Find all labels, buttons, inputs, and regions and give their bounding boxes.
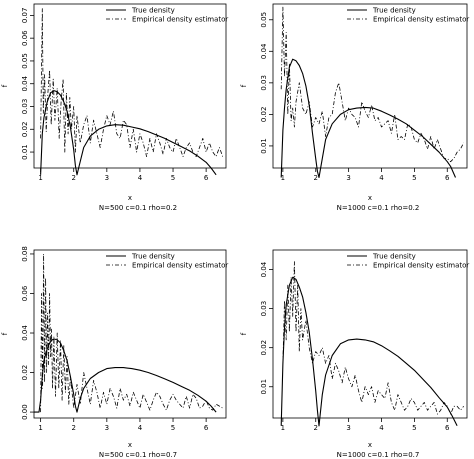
y-tick-label: 0.02	[260, 107, 268, 123]
x-tick-label: 5	[171, 174, 175, 182]
empirical-density-line	[282, 261, 465, 415]
chart-panel-2: 1 2 3 4 5 6 0.01 0.02 0.03 0.04 0.05 x f N=1000 c=0.1…	[240, 3, 469, 212]
x-tick-label: 4	[138, 424, 143, 432]
chart-panel-3: 1 2 3 4 5 6 0.00 0.02 0.04 0.06 0.08 x f N=500 c=0.1 …	[1, 246, 228, 459]
y-tick-label: 0.04	[21, 75, 29, 91]
legend-label: True density	[372, 7, 416, 15]
x-tick-label: 3	[346, 424, 350, 432]
y-tick-label: 0.04	[260, 43, 268, 59]
panel-caption: N=1000 c=0.1 rho=0.7	[337, 451, 420, 459]
y-tick-label: 0.02	[260, 340, 268, 356]
true-density-line	[40, 90, 217, 176]
panel-caption: N=500 c=0.1 rho=0.2	[99, 204, 177, 212]
y-tick-label: 0.06	[21, 30, 29, 46]
x-axis-label: x	[368, 194, 372, 202]
x-tick-label: 1	[281, 174, 285, 182]
x-tick-label: 6	[204, 424, 209, 432]
x-tick-label: 6	[204, 174, 209, 182]
plot-frame	[272, 249, 468, 419]
y-tick-label: 0.03	[260, 301, 268, 317]
legend-label: True density	[131, 253, 175, 261]
panel-caption: N=1000 c=0.1 rho=0.2	[337, 204, 420, 212]
x-tick-label: 2	[314, 174, 318, 182]
y-tick-label: 0.06	[21, 285, 29, 301]
y-axis-label: f	[1, 332, 9, 335]
x-tick-label: 5	[412, 424, 416, 432]
plot-frame	[272, 3, 468, 169]
chart-panel-1: 1 2 3 4 5 6 0.01 0.02 0.03 0.04 0.05 0.06 0.07 x f N=50…	[1, 3, 228, 212]
y-tick-label: 0.01	[21, 144, 29, 160]
y-tick-label: 0.01	[260, 379, 268, 395]
legend-label: Empirical density estimator	[132, 16, 228, 24]
x-tick-label: 5	[171, 424, 175, 432]
legend-label: Empirical density estimator	[132, 262, 228, 270]
x-tick-label: 2	[71, 174, 75, 182]
y-tick-label: 0.02	[21, 365, 29, 381]
y-axis-label: f	[1, 84, 9, 87]
y-axis-label: f	[240, 332, 248, 335]
empirical-density-line	[280, 6, 465, 163]
y-axis-label: f	[240, 84, 248, 87]
x-axis-label: x	[128, 194, 132, 202]
legend-label: True density	[372, 253, 416, 261]
x-tick-label: 4	[138, 174, 143, 182]
x-axis-label: x	[368, 441, 372, 449]
x-axis-label: x	[128, 441, 132, 449]
plot-frame	[33, 249, 227, 419]
x-tick-label: 4	[379, 174, 384, 182]
legend-label: Empirical density estimator	[373, 262, 469, 270]
y-tick-label: 0.05	[260, 12, 268, 28]
x-tick-label: 6	[445, 174, 450, 182]
empirical-density-line	[40, 8, 224, 158]
true-density-line	[280, 276, 458, 427]
y-tick-label: 0.00	[21, 404, 29, 420]
y-tick-label: 0.01	[260, 138, 268, 154]
x-tick-label: 4	[379, 424, 384, 432]
x-tick-label: 1	[281, 424, 285, 432]
x-tick-label: 6	[445, 424, 450, 432]
panel-caption: N=500 c=0.1 rho=0.7	[99, 451, 177, 459]
x-tick-label: 3	[105, 174, 109, 182]
plot-frame	[33, 3, 227, 169]
legend-label: Empirical density estimator	[373, 16, 469, 24]
legend-label: True density	[131, 7, 175, 15]
y-tick-label: 0.08	[21, 246, 29, 262]
x-tick-label: 2	[314, 424, 318, 432]
y-tick-label: 0.07	[21, 8, 29, 24]
x-tick-label: 2	[71, 424, 75, 432]
empirical-density-line	[40, 253, 223, 413]
y-tick-label: 0.03	[260, 75, 268, 91]
x-tick-label: 3	[346, 174, 350, 182]
y-tick-label: 0.02	[21, 121, 29, 137]
x-tick-label: 3	[105, 424, 109, 432]
true-density-line	[280, 58, 457, 179]
y-tick-label: 0.05	[21, 53, 29, 69]
y-tick-label: 0.03	[21, 99, 29, 115]
x-tick-label: 1	[38, 174, 42, 182]
true-density-line	[34, 338, 217, 413]
x-tick-label: 1	[38, 424, 42, 432]
x-tick-label: 5	[412, 174, 416, 182]
y-tick-label: 0.04	[260, 261, 268, 277]
y-tick-label: 0.04	[21, 325, 29, 341]
chart-panel-4: 1 2 3 4 5 6 0.01 0.02 0.03 0.04 x f N=1000 c=0.1 rho…	[240, 249, 469, 459]
